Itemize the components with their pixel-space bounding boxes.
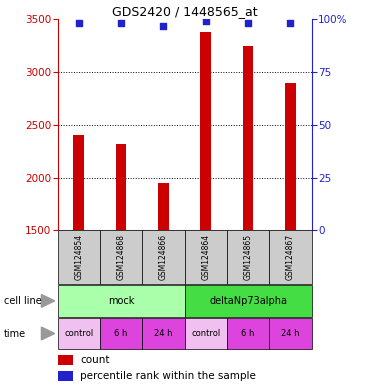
Bar <box>227 318 269 349</box>
Text: GSM124864: GSM124864 <box>201 234 210 280</box>
Text: 24 h: 24 h <box>154 329 173 338</box>
Point <box>245 20 251 26</box>
Bar <box>58 318 100 349</box>
Title: GDS2420 / 1448565_at: GDS2420 / 1448565_at <box>112 5 257 18</box>
Text: 6 h: 6 h <box>114 329 128 338</box>
Bar <box>116 144 127 230</box>
Bar <box>58 371 73 381</box>
Text: deltaNp73alpha: deltaNp73alpha <box>209 296 287 306</box>
Bar <box>185 285 312 317</box>
Text: GSM124866: GSM124866 <box>159 234 168 280</box>
Text: 24 h: 24 h <box>281 329 300 338</box>
Polygon shape <box>42 295 55 307</box>
Polygon shape <box>42 327 55 340</box>
Text: cell line: cell line <box>4 296 42 306</box>
Text: 6 h: 6 h <box>242 329 255 338</box>
Bar <box>185 318 227 349</box>
Bar <box>100 318 142 349</box>
Text: percentile rank within the sample: percentile rank within the sample <box>81 371 256 381</box>
Bar <box>243 46 253 230</box>
Text: control: control <box>191 329 220 338</box>
Point <box>203 18 209 25</box>
Bar <box>269 230 312 284</box>
Bar <box>100 230 142 284</box>
Bar <box>158 183 169 230</box>
Text: GSM124868: GSM124868 <box>116 234 125 280</box>
Text: time: time <box>4 328 26 339</box>
Text: count: count <box>81 355 110 365</box>
Bar <box>200 32 211 230</box>
Point <box>160 23 166 29</box>
Text: GSM124854: GSM124854 <box>74 234 83 280</box>
Bar <box>58 285 185 317</box>
Bar <box>142 230 185 284</box>
Text: mock: mock <box>108 296 134 306</box>
Bar <box>269 318 312 349</box>
Point <box>288 20 293 26</box>
Text: GSM124867: GSM124867 <box>286 234 295 280</box>
Bar <box>285 83 296 230</box>
Bar <box>142 318 185 349</box>
Bar <box>58 230 100 284</box>
Point <box>118 20 124 26</box>
Bar <box>73 136 84 230</box>
Bar <box>185 230 227 284</box>
Bar <box>227 230 269 284</box>
Text: control: control <box>64 329 93 338</box>
Bar <box>58 355 73 365</box>
Text: GSM124865: GSM124865 <box>244 234 253 280</box>
Point <box>76 20 82 26</box>
